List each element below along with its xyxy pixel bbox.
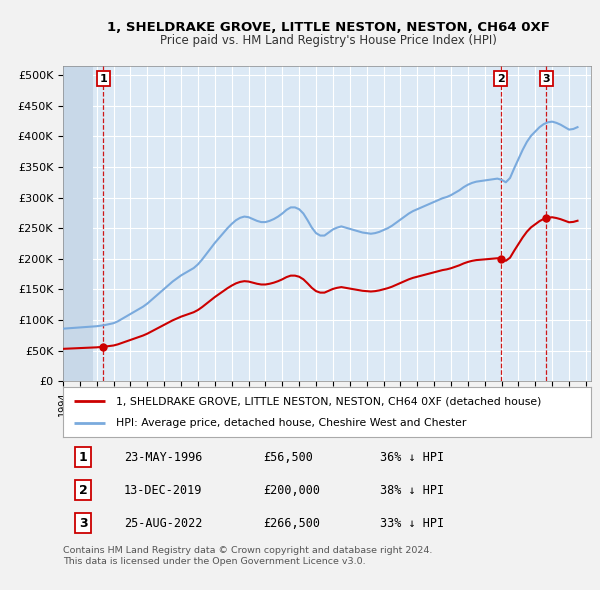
Text: Contains HM Land Registry data © Crown copyright and database right 2024.
This d: Contains HM Land Registry data © Crown c… [63, 546, 433, 565]
Text: 1, SHELDRAKE GROVE, LITTLE NESTON, NESTON, CH64 0XF (detached house): 1, SHELDRAKE GROVE, LITTLE NESTON, NESTO… [116, 396, 541, 407]
Bar [92, 66, 591, 381]
Text: 3: 3 [542, 74, 550, 84]
Text: 3: 3 [79, 517, 88, 530]
Text: 1: 1 [100, 74, 107, 84]
Text: Price paid vs. HM Land Registry's House Price Index (HPI): Price paid vs. HM Land Registry's House … [160, 34, 497, 47]
Text: 13-DEC-2019: 13-DEC-2019 [124, 484, 202, 497]
Text: HPI: Average price, detached house, Cheshire West and Chester: HPI: Average price, detached house, Ches… [116, 418, 466, 428]
Text: £56,500: £56,500 [263, 451, 314, 464]
Text: 33% ↓ HPI: 33% ↓ HPI [380, 517, 444, 530]
Text: 23-MAY-1996: 23-MAY-1996 [124, 451, 202, 464]
Bar [63, 66, 92, 381]
Text: 1: 1 [79, 451, 88, 464]
Text: 38% ↓ HPI: 38% ↓ HPI [380, 484, 444, 497]
Text: £200,000: £200,000 [263, 484, 320, 497]
Text: £266,500: £266,500 [263, 517, 320, 530]
Text: 36% ↓ HPI: 36% ↓ HPI [380, 451, 444, 464]
Text: 25-AUG-2022: 25-AUG-2022 [124, 517, 202, 530]
Text: 2: 2 [79, 484, 88, 497]
Text: 2: 2 [497, 74, 505, 84]
Text: 1, SHELDRAKE GROVE, LITTLE NESTON, NESTON, CH64 0XF: 1, SHELDRAKE GROVE, LITTLE NESTON, NESTO… [107, 21, 550, 34]
